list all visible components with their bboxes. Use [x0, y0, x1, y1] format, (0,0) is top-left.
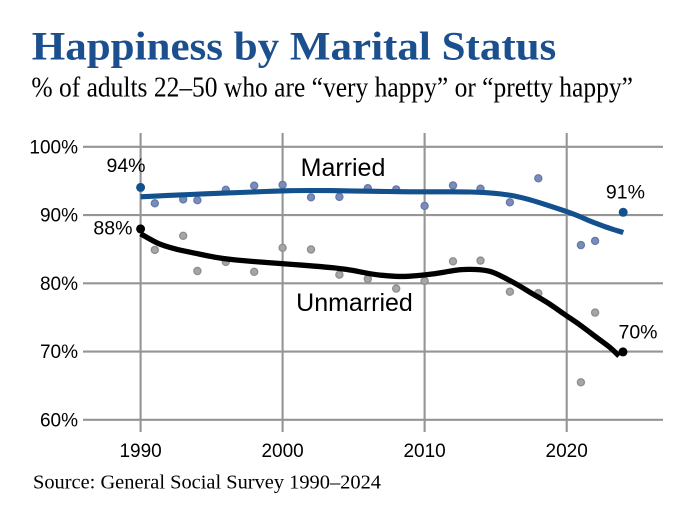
svg-text:100%: 100% — [29, 137, 78, 158]
svg-text:70%: 70% — [618, 321, 657, 343]
svg-text:60%: 60% — [40, 410, 78, 431]
svg-text:Source: General Social Survey: Source: General Social Survey 1990–2024 — [33, 472, 381, 494]
svg-text:Happiness by Marital Status: Happiness by Marital Status — [32, 24, 557, 69]
svg-text:Unmarried: Unmarried — [296, 289, 413, 317]
svg-text:70%: 70% — [40, 342, 78, 363]
svg-text:94%: 94% — [106, 155, 145, 177]
svg-text:91%: 91% — [606, 182, 645, 204]
svg-text:88%: 88% — [93, 217, 132, 239]
svg-text:2020: 2020 — [546, 441, 588, 462]
svg-text:90%: 90% — [40, 206, 78, 227]
svg-text:% of adults 22–50 who are “ver: % of adults 22–50 who are “very happy” o… — [31, 71, 633, 103]
svg-text:1990: 1990 — [119, 441, 161, 462]
svg-text:2010: 2010 — [403, 441, 445, 462]
svg-text:Married: Married — [301, 154, 386, 182]
svg-text:80%: 80% — [40, 274, 78, 295]
svg-text:2000: 2000 — [261, 441, 303, 462]
